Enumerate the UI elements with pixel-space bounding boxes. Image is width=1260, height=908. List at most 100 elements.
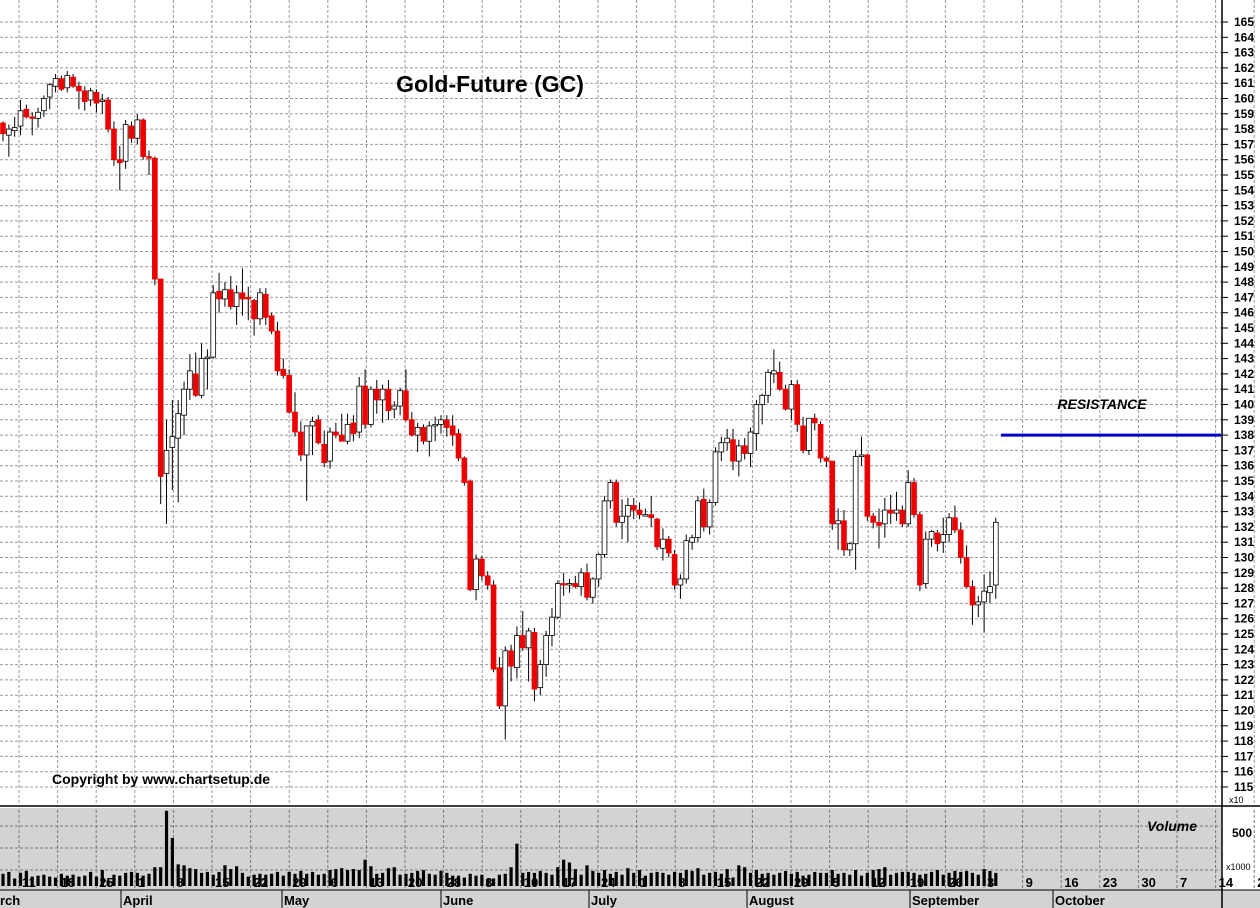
candle: [257, 288, 263, 325]
volume-bar: [766, 872, 770, 886]
candle-body-up: [706, 502, 713, 528]
candle-body-down: [613, 482, 619, 523]
price-tick-label: 161: [1234, 76, 1254, 90]
volume-bar: [813, 871, 817, 886]
price-tick-label: 115: [1234, 780, 1254, 794]
volume-tick-label: 500: [1232, 826, 1252, 840]
candle-body-up: [473, 558, 479, 591]
volume-bar: [240, 872, 245, 886]
date-tick-label: 19: [910, 875, 924, 890]
candle-body-down: [811, 417, 818, 424]
month-label: June: [443, 893, 473, 908]
volume-bar: [48, 876, 52, 886]
candle-body-down: [560, 583, 567, 586]
candle-body-down: [373, 388, 380, 401]
volume-bar: [959, 871, 963, 886]
candle-body-down: [665, 538, 672, 554]
candle: [379, 384, 386, 423]
volume-bar: [252, 874, 256, 886]
candle: [490, 580, 497, 673]
volume-bar: [281, 875, 285, 886]
volume-bar: [182, 865, 186, 886]
volume-bar: [404, 873, 408, 886]
date-tick-label: 15: [215, 875, 229, 890]
volume-bar: [521, 872, 525, 886]
volume-bar: [264, 874, 268, 886]
price-tick-label: 116: [1234, 765, 1254, 779]
price-tick-label: 126: [1234, 612, 1254, 626]
candle: [181, 381, 187, 436]
volume-bar: [760, 873, 764, 886]
candle-body-up: [590, 578, 596, 598]
candle-body-up: [607, 482, 614, 502]
date-tick-label: 29: [292, 875, 306, 890]
candle-body-down: [0, 122, 6, 135]
candle-body-up: [578, 572, 584, 587]
candle: [987, 571, 993, 604]
volume-bar: [456, 875, 461, 886]
price-tick-label: 130: [1234, 551, 1254, 565]
volume-bar: [491, 878, 496, 886]
month-label: October: [1055, 893, 1105, 908]
candle: [484, 571, 491, 590]
volume-bar: [176, 864, 180, 886]
candle-body-down: [420, 427, 427, 442]
candle-body-down: [58, 78, 65, 90]
volume-bar: [649, 872, 653, 886]
volume-bar: [170, 838, 174, 886]
price-tick-label: 145: [1234, 321, 1254, 335]
volume-bar: [690, 870, 694, 886]
month-label: May: [284, 893, 310, 908]
month-label: April: [123, 893, 153, 908]
price-tick-label: 162: [1234, 61, 1254, 75]
date-tick-label: 10: [524, 875, 538, 890]
date-tick-label: 18: [61, 875, 75, 890]
volume-bar: [579, 874, 583, 886]
candle-body-up: [379, 388, 386, 401]
volume-bar: [743, 867, 747, 886]
candle: [782, 384, 789, 411]
price-tick-label: 152: [1234, 214, 1254, 228]
candle-body-up: [87, 90, 94, 101]
volume-bar: [328, 870, 332, 886]
price-tick-label: 133: [1234, 505, 1254, 519]
price-tick-label: 151: [1234, 229, 1254, 243]
candle-body-up: [41, 98, 47, 112]
candle: [105, 96, 111, 133]
volume-bar: [83, 875, 87, 886]
candle-body-down: [508, 650, 514, 667]
candle: [239, 268, 246, 316]
candle-body-up: [537, 664, 544, 688]
candle-body-up: [543, 635, 549, 666]
candle: [957, 522, 964, 564]
volume-bar: [877, 869, 881, 886]
candle: [811, 413, 818, 431]
price-tick-label: 163: [1234, 46, 1254, 60]
month-label: September: [912, 893, 979, 908]
volume-bar: [550, 874, 554, 886]
candle: [630, 497, 637, 520]
candle-body-up: [689, 537, 695, 543]
candle: [280, 358, 287, 379]
candle: [619, 499, 625, 540]
candle-body-down: [841, 520, 847, 551]
volume-bar: [655, 871, 659, 886]
candle: [403, 369, 409, 422]
candle: [560, 572, 567, 596]
candle-body-down: [899, 509, 906, 525]
date-tick-label: 15: [717, 875, 731, 890]
candle-body-down: [519, 635, 526, 649]
candle-body-up: [625, 505, 631, 517]
candle: [169, 399, 176, 491]
volume-bar: [270, 873, 274, 886]
date-tick-label: 8: [176, 875, 183, 890]
volume-bar: [217, 871, 221, 886]
candle: [262, 288, 269, 325]
candle-body-up: [677, 578, 684, 586]
candle-body-up: [835, 520, 841, 525]
volume-bar: [731, 877, 735, 886]
candle: [64, 70, 71, 93]
candle: [882, 497, 888, 538]
price-tick-label: 134: [1234, 489, 1254, 503]
volume-bar: [620, 874, 624, 886]
